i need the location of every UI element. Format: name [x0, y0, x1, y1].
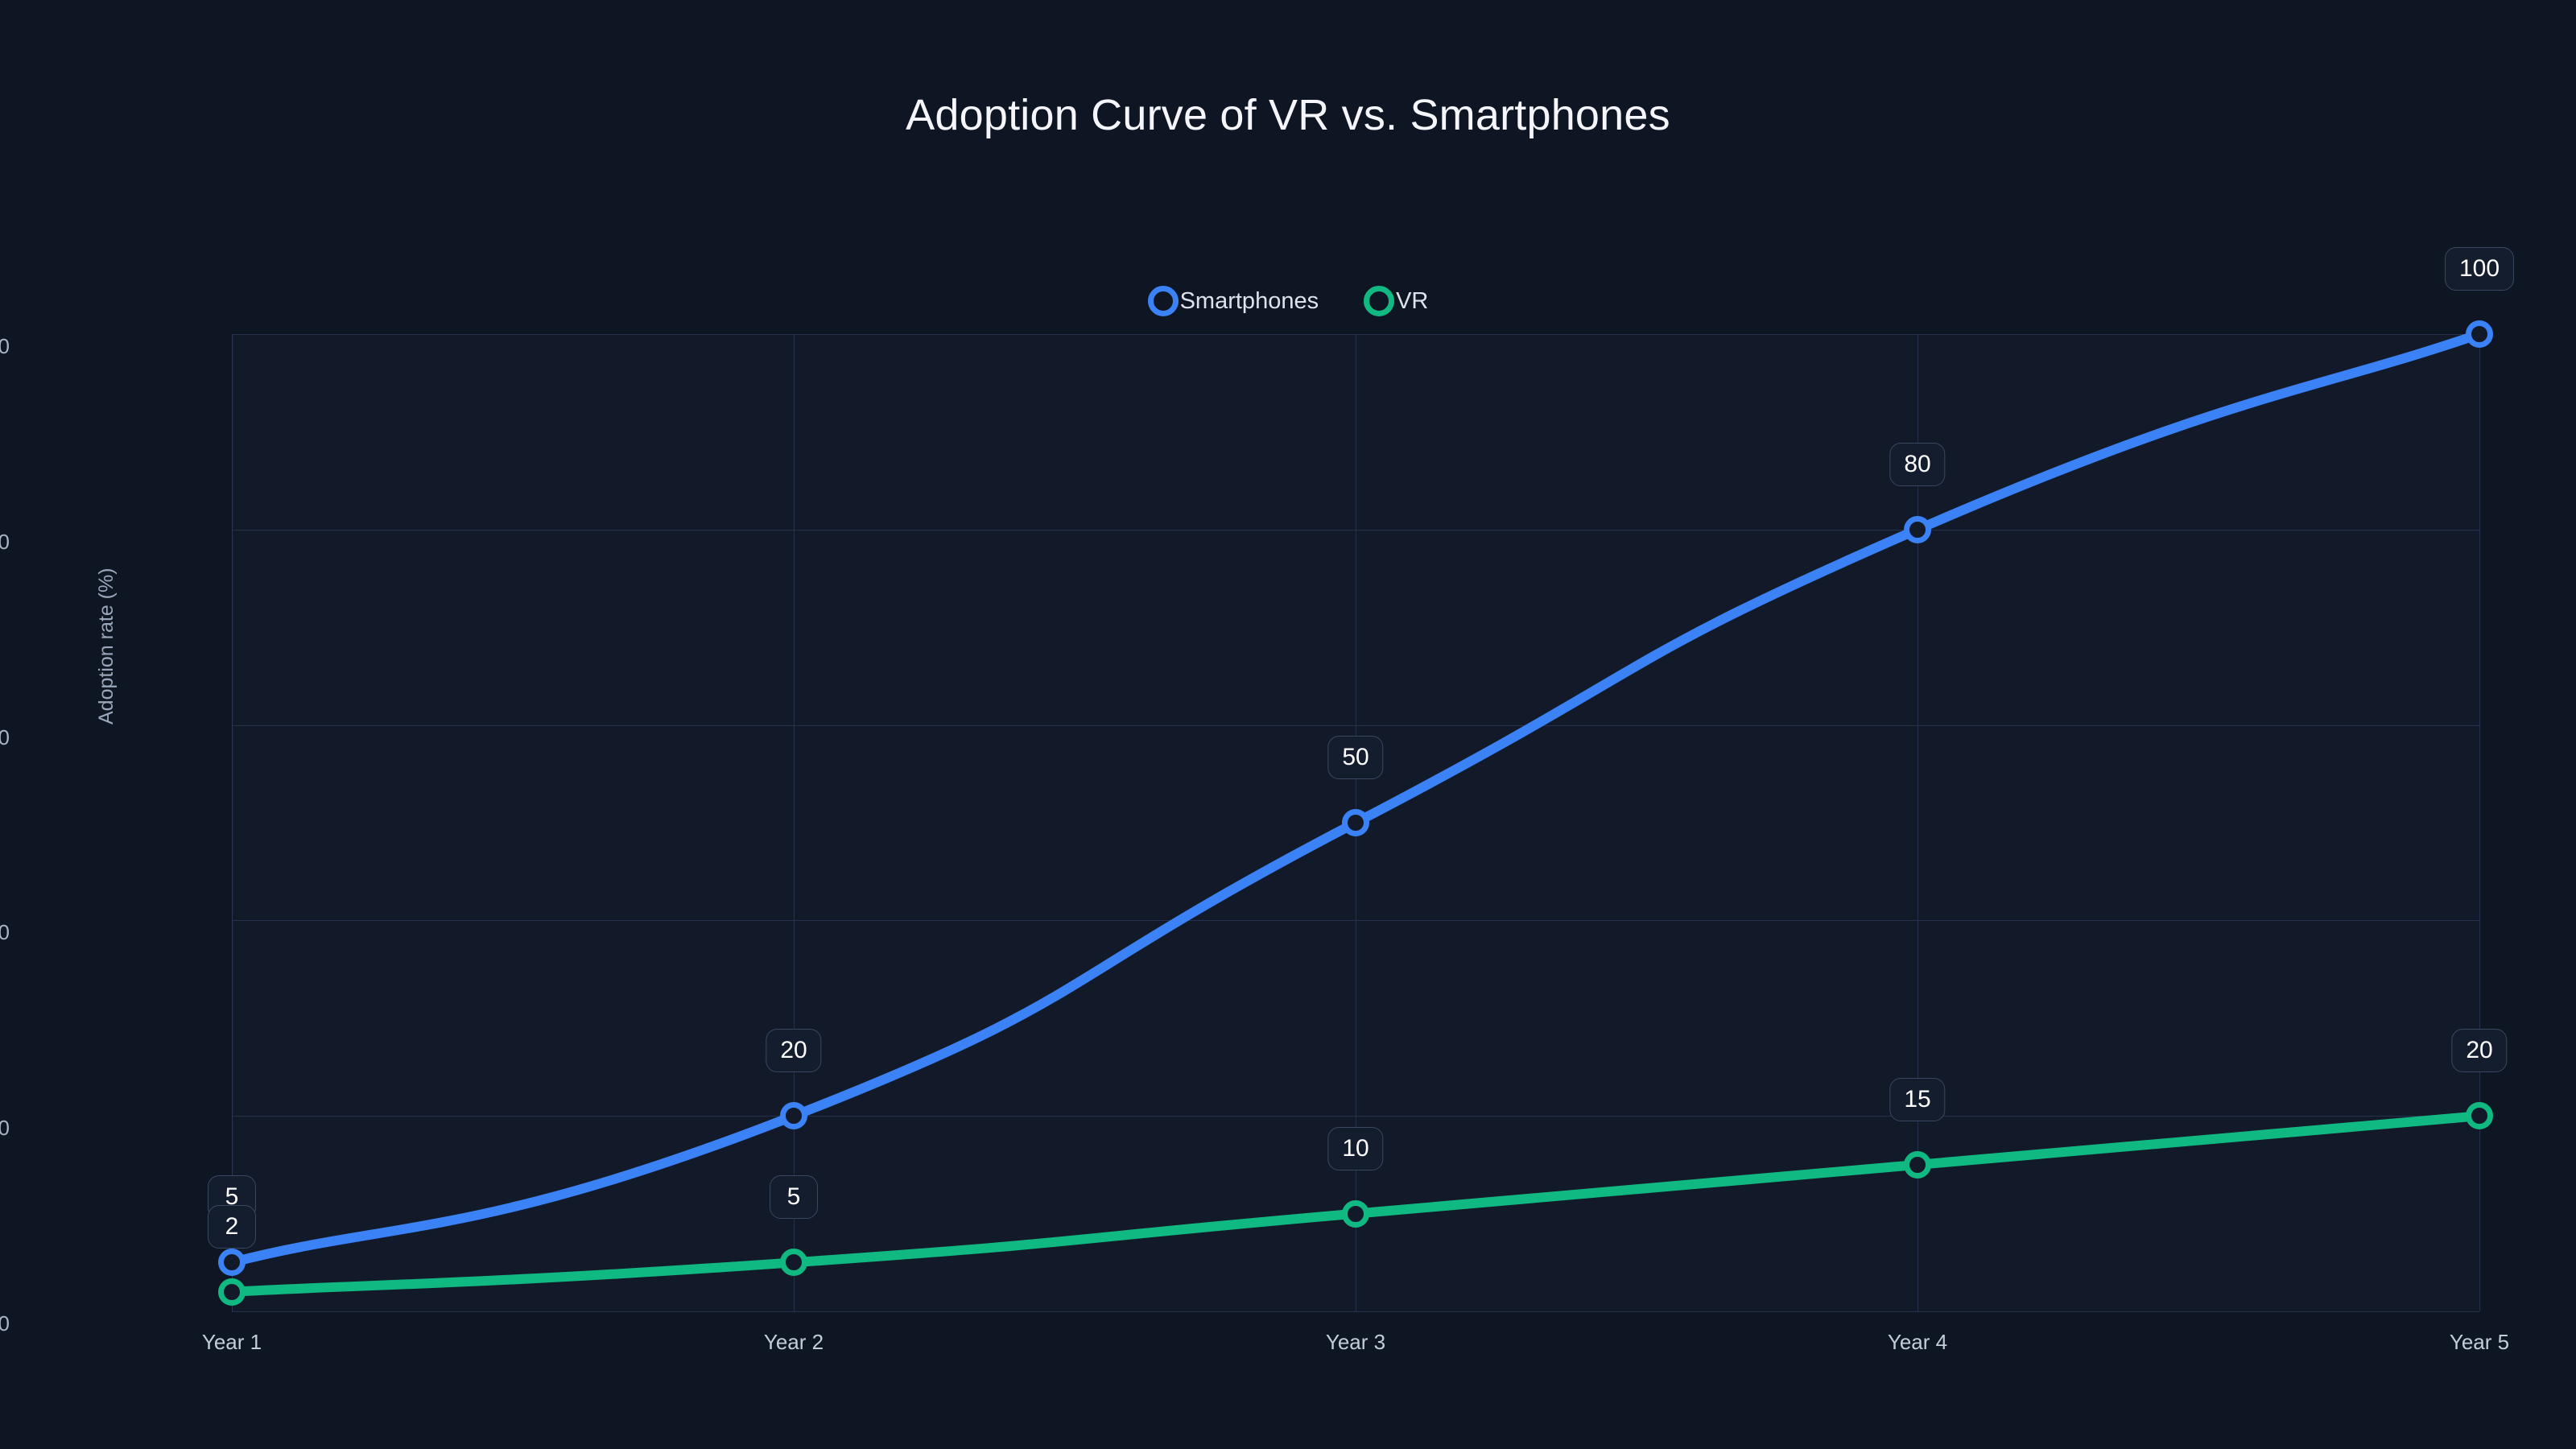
data-point-marker[interactable] — [1904, 1150, 1931, 1179]
y-axis-line — [232, 334, 233, 1311]
x-axis-tick: Year 5 — [2449, 1330, 2510, 1354]
data-point-marker[interactable] — [1342, 1199, 1369, 1228]
legend-marker-icon — [1364, 286, 1395, 316]
gridline-vertical — [2479, 334, 2480, 1311]
data-label: 20 — [2451, 1029, 2508, 1073]
data-point-marker[interactable] — [2466, 320, 2493, 348]
data-point-marker[interactable] — [218, 1249, 246, 1277]
data-point-marker[interactable] — [218, 1278, 246, 1306]
y-axis-tick-value: 80 — [0, 529, 10, 554]
data-label: 10 — [1327, 1126, 1384, 1170]
x-axis-tick: Year 2 — [763, 1330, 824, 1354]
data-label: 15 — [1889, 1077, 1946, 1121]
data-label: 5 — [770, 1175, 818, 1220]
data-point-marker[interactable] — [1904, 515, 1931, 543]
series-line-smartphones — [227, 329, 2484, 1268]
legend-label-vr: VR — [1396, 287, 1429, 314]
y-axis-tick-value: 40 — [0, 920, 10, 945]
y-axis-tick-value: 100 — [0, 334, 10, 358]
data-point-marker[interactable] — [2466, 1102, 2493, 1130]
gridline-vertical — [794, 334, 795, 1311]
x-axis-tick: Year 4 — [1887, 1330, 1948, 1354]
y-axis-title: Adoption rate (%) — [95, 568, 118, 724]
data-label: 2 — [208, 1204, 256, 1249]
data-label: 80 — [1889, 442, 1946, 486]
legend-label-smartphones: Smartphones — [1179, 287, 1319, 314]
y-axis-tick-value: 60 — [0, 724, 10, 749]
chart-title: Adoption Curve of VR vs. Smartphones — [906, 91, 1670, 139]
gridline-horizontal — [232, 1311, 2479, 1312]
x-axis-tick: Year 1 — [201, 1330, 262, 1354]
y-axis-tick-value: 0 — [0, 1311, 10, 1335]
legend-item-vr[interactable]: VR — [1364, 286, 1428, 316]
y-axis-tick-value: 20 — [0, 1116, 10, 1141]
data-label: 20 — [766, 1029, 822, 1073]
data-point-marker[interactable] — [780, 1249, 807, 1277]
x-axis-tick: Year 3 — [1325, 1330, 1386, 1354]
chart-legend: Smartphones VR — [0, 286, 2576, 316]
legend-item-smartphones[interactable]: Smartphones — [1147, 286, 1319, 316]
data-point-marker[interactable] — [1342, 809, 1369, 836]
legend-marker-icon — [1147, 286, 1179, 316]
data-label: 100 — [2444, 247, 2515, 291]
data-label: 50 — [1327, 736, 1384, 779]
data-point-marker[interactable] — [780, 1102, 807, 1130]
